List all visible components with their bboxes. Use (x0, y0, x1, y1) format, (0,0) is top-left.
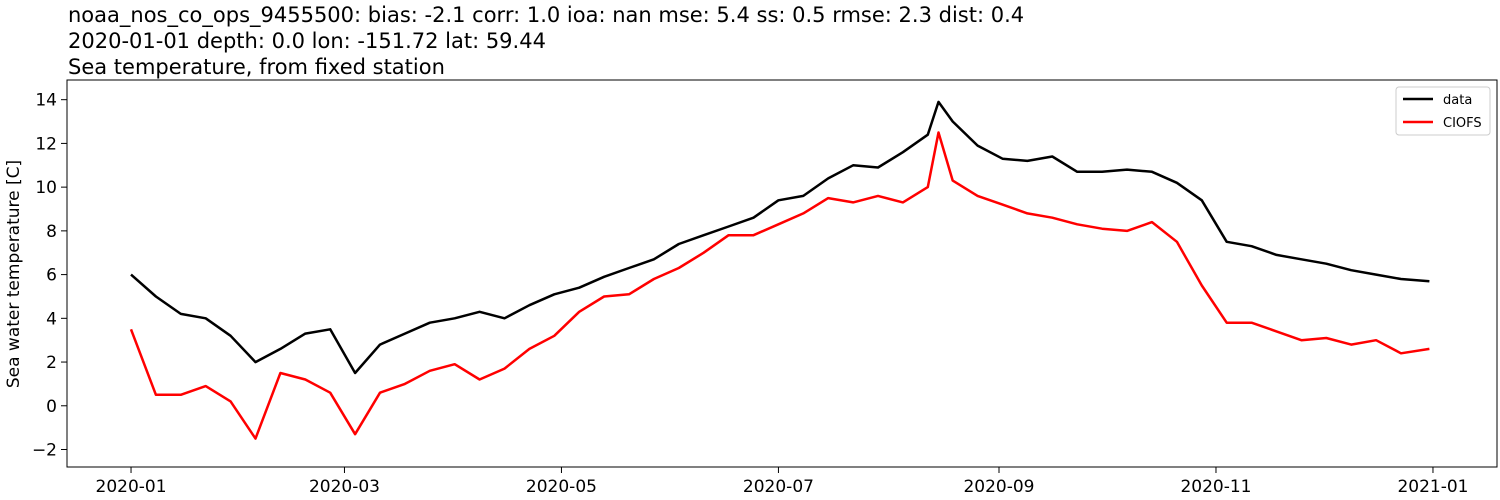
y-tick-label: 6 (46, 266, 57, 286)
series-line-data (130, 100, 1430, 375)
y-axis-label: Sea water temperature [C] (4, 160, 24, 388)
x-tick-label: 2020-01 (96, 477, 167, 497)
y-tick-label: 4 (46, 309, 57, 329)
chart-title-line-2: 2020-01-01 depth: 0.0 lon: -151.72 lat: … (68, 29, 546, 53)
x-tick-label: 2020-09 (963, 477, 1034, 497)
x-tick-label: 2020-07 (743, 477, 814, 497)
y-tick-label: 12 (35, 134, 57, 154)
y-tick-label: 8 (46, 222, 57, 242)
y-axis: −2 0 2 4 6 8 10 12 14 (32, 91, 67, 461)
series-line-ciofs (129, 131, 1430, 440)
plot-lines (129, 100, 1430, 440)
legend-label-data: data (1443, 93, 1472, 108)
chart-title-line-1: noaa_nos_co_ops_9455500: bias: -2.1 corr… (68, 3, 1025, 27)
legend-label-ciofs: CIOFS (1443, 116, 1482, 131)
legend: data CIOFS (1395, 86, 1491, 136)
axes-frame (66, 79, 1498, 468)
x-tick-label: 2021-01 (1397, 477, 1468, 497)
chart-title-line-3: Sea temperature, from fixed station (68, 55, 445, 79)
y-tick-label: 2 (46, 353, 57, 373)
x-tick-label: 2020-03 (309, 477, 380, 497)
x-tick-label: 2020-11 (1180, 477, 1251, 497)
x-tick-label: 2020-05 (526, 477, 597, 497)
y-tick-label: 0 (46, 397, 57, 417)
y-tick-label: −2 (32, 441, 57, 461)
x-axis: 2020-01 2020-03 2020-05 2020-07 2020-09 2020-… (96, 467, 1468, 497)
y-tick-label: 10 (35, 178, 57, 198)
y-tick-label: 14 (35, 91, 57, 111)
